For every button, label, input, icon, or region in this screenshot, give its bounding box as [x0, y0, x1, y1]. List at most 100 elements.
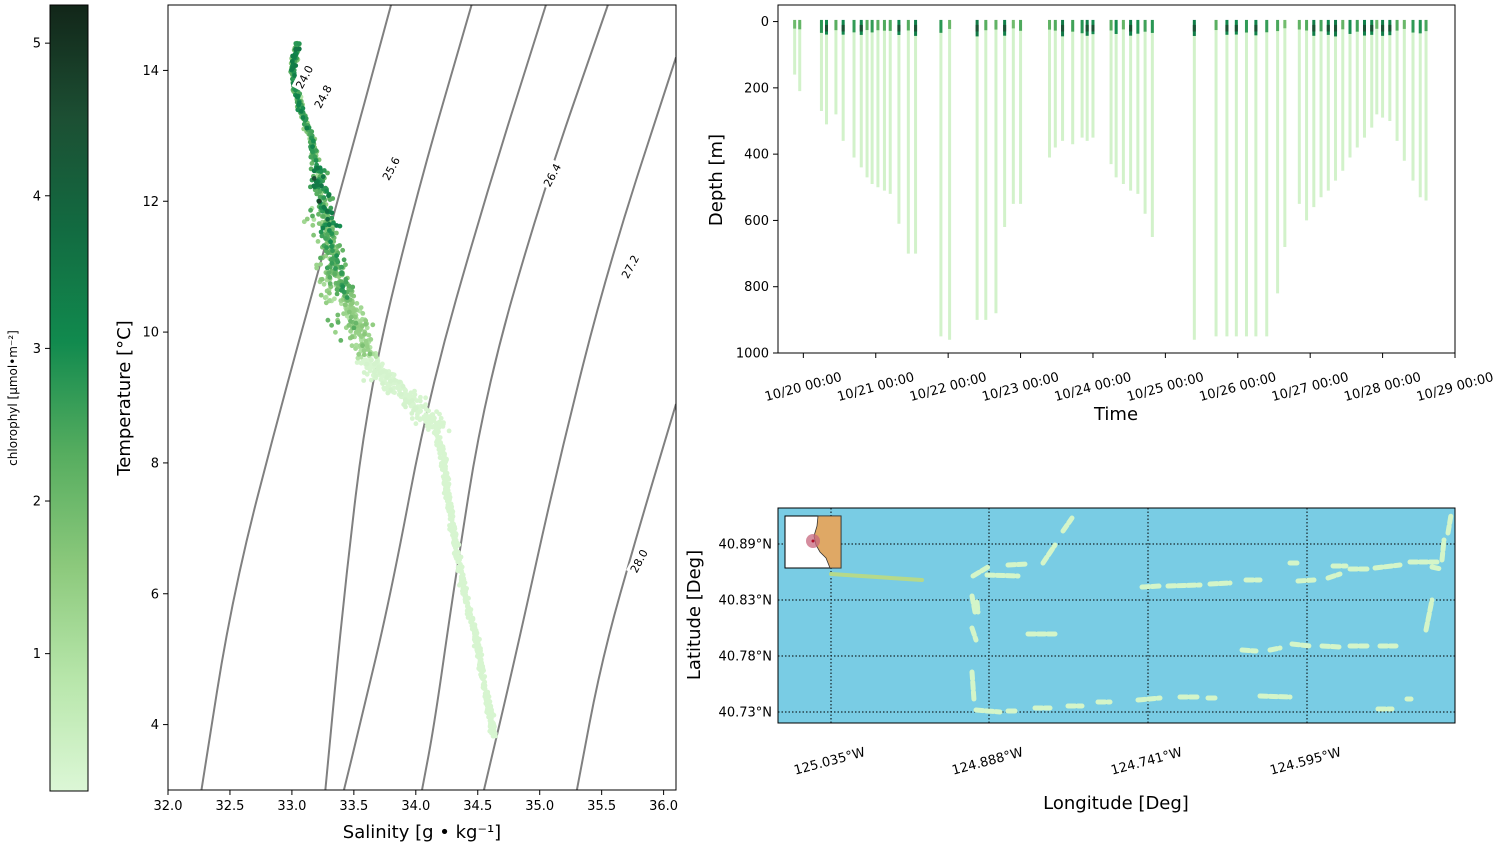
- ts-y-tick-label: 10: [142, 326, 159, 341]
- isopycnal-label-bg: [626, 545, 651, 577]
- ts-point: [459, 564, 465, 570]
- ts-point: [363, 338, 369, 344]
- ts-point: [415, 412, 420, 417]
- map-y-tick-label: 40.83°N: [719, 594, 772, 609]
- isopycnal-labels: 24.024.825.6 26.427.228.0: [291, 61, 651, 577]
- ts-point: [349, 301, 355, 307]
- dt-x-tick-label: 10/23 00:00: [981, 370, 1061, 405]
- ts-point: [329, 244, 334, 250]
- track-segment: [1207, 580, 1233, 587]
- ts-point: [396, 386, 402, 392]
- ts-point: [314, 265, 320, 271]
- dt-y-tick-label: 1000: [736, 347, 769, 362]
- ts-point: [448, 522, 454, 528]
- ts-point: [421, 416, 427, 422]
- ts-point: [417, 417, 423, 423]
- ts-point: [327, 274, 333, 280]
- track-segment: [1257, 693, 1293, 700]
- dt-y-label: Depth [m]: [706, 134, 727, 226]
- ts-point: [361, 370, 367, 375]
- dt-y-tick-label: 800: [744, 280, 769, 295]
- ts-point: [326, 270, 332, 276]
- ts-point: [412, 388, 417, 394]
- ts-point: [492, 731, 498, 736]
- ts-point: [470, 625, 476, 631]
- ts-point: [327, 197, 333, 203]
- ts-point: [346, 309, 352, 315]
- ts-point: [370, 322, 376, 328]
- ts-point: [407, 394, 412, 400]
- ts-axes-frame: [167, 4, 677, 791]
- track-map: 125.035°W 124.888°W 124.741°W 124.595°W 40.…: [684, 507, 1456, 814]
- dt-x-tick-label: 10/24 00:00: [1053, 370, 1133, 405]
- ts-point: [429, 419, 435, 425]
- dt-x-tick-label: 10/22 00:00: [908, 370, 988, 405]
- ts-point: [380, 381, 385, 386]
- track-segment: [1429, 564, 1444, 572]
- ts-point: [485, 689, 491, 695]
- ts-point: [315, 182, 320, 188]
- ts-point: [385, 390, 391, 396]
- ts-point: [358, 360, 364, 366]
- ts-point: [426, 414, 431, 420]
- ts-point: [436, 444, 442, 450]
- ts-point: [440, 421, 446, 427]
- ts-point: [360, 311, 366, 316]
- ts-diagram: 24.024.825.6 26.427.228.0 32.0 32.5 33.0 33.…: [114, 4, 678, 843]
- ts-y-tick-label: 12: [142, 195, 159, 210]
- ts-point: [367, 368, 373, 374]
- ts-point: [361, 352, 367, 358]
- ts-x-tick-label: 34.5: [463, 799, 492, 814]
- ts-point: [446, 428, 452, 434]
- isopycnal-line: [324, 5, 473, 790]
- ts-point: [341, 257, 347, 263]
- map-y-ticks: 40.89°N 40.83°N 40.78°N 40.73°N: [719, 538, 772, 721]
- dt-x-tick-label: 10/20 00:00: [763, 370, 843, 405]
- ts-point: [388, 387, 394, 393]
- ts-point: [328, 205, 334, 211]
- track-segment-start: [829, 572, 924, 582]
- ts-point: [326, 222, 332, 227]
- ts-point: [476, 642, 482, 648]
- inset-coastline: [813, 515, 842, 569]
- ts-point: [333, 329, 338, 335]
- dt-y-tick-label: 400: [744, 148, 769, 163]
- colorbar-tick-label: 1: [33, 647, 41, 662]
- ts-point: [329, 215, 335, 221]
- ts-point: [304, 125, 310, 131]
- ts-point: [344, 295, 350, 300]
- ts-x-tick-label: 36.0: [649, 799, 678, 814]
- ts-point: [334, 287, 340, 292]
- ts-point: [377, 370, 383, 376]
- ts-point: [453, 548, 459, 553]
- ts-point: [318, 292, 324, 298]
- ts-point: [478, 666, 484, 671]
- ts-point: [368, 337, 374, 342]
- ts-point: [483, 701, 489, 706]
- ts-point: [324, 209, 330, 214]
- ts-point: [343, 279, 349, 285]
- ts-point: [442, 468, 448, 474]
- colorbar-tick-label: 4: [33, 189, 41, 204]
- ts-point: [320, 225, 326, 231]
- ts-point: [323, 300, 329, 306]
- ts-point: [448, 512, 453, 517]
- ts-point: [358, 318, 363, 324]
- ts-point: [324, 265, 330, 271]
- ts-point: [354, 301, 360, 306]
- ts-point: [469, 618, 475, 624]
- ts-point: [364, 361, 370, 367]
- ts-point: [311, 168, 317, 174]
- ts-point: [338, 338, 344, 343]
- ts-point: [327, 290, 332, 296]
- ts-point: [445, 497, 451, 503]
- ts-point: [294, 94, 300, 99]
- dt-x-tick-label: 10/29 00:00: [1415, 370, 1495, 405]
- ts-point: [385, 373, 391, 379]
- ts-point: [398, 391, 404, 397]
- ts-point: [318, 169, 324, 175]
- ts-point: [450, 529, 455, 535]
- track-segment: [1135, 695, 1163, 703]
- ts-point: [296, 100, 302, 106]
